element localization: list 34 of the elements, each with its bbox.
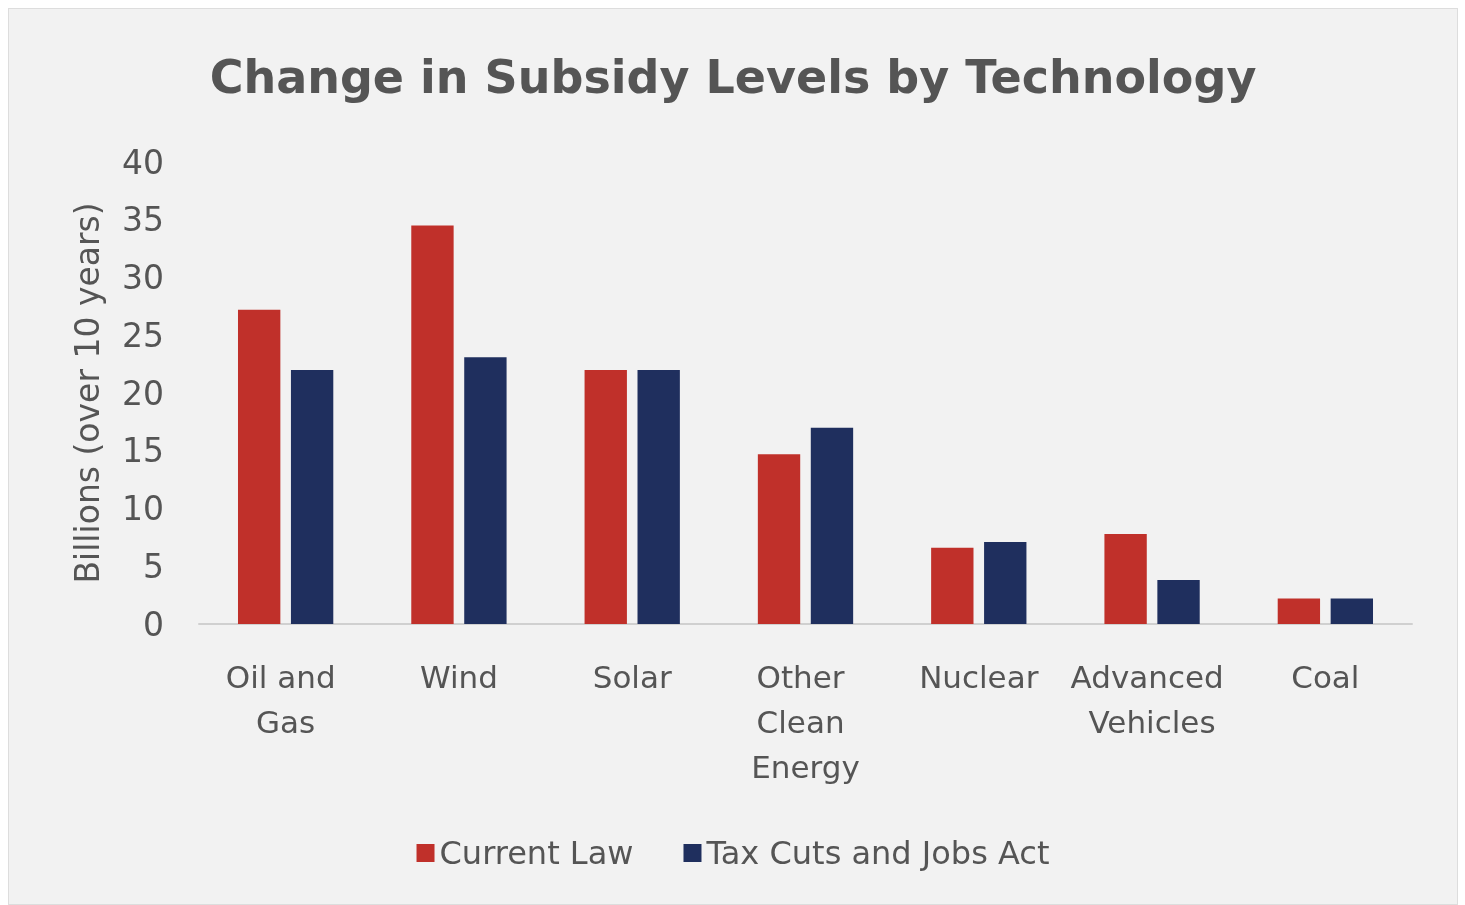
bar (1157, 580, 1200, 624)
bar (1104, 533, 1147, 624)
y-axis-title: Billions (over 10 years) (68, 202, 107, 584)
bar (1330, 598, 1374, 624)
x-tick-label: Coal (1291, 658, 1360, 695)
y-tick-label: 5 (143, 546, 164, 586)
bar (237, 309, 281, 624)
y-tick-label: 40 (122, 142, 164, 182)
x-tick-label: Nuclear (919, 658, 1039, 695)
legend-label: Tax Cuts and Jobs Act (705, 834, 1050, 872)
bar (810, 427, 854, 624)
bar (464, 357, 507, 624)
chart-title: Change in Subsidy Levels by Technology (209, 50, 1257, 104)
x-tick-label: Advanced Vehicles (1070, 658, 1234, 740)
bar (584, 369, 627, 624)
y-tick-label: 35 (122, 200, 164, 240)
legend-label: Current Law (439, 834, 634, 872)
y-tick-label: 30 (122, 258, 164, 297)
y-tick-label: 25 (122, 315, 164, 355)
y-tick-label: 20 (122, 373, 164, 413)
bar (290, 369, 334, 624)
x-tick-label: Solar (592, 658, 672, 695)
bar (637, 369, 680, 624)
x-tick-label: Wind (419, 658, 498, 695)
bar (1277, 598, 1321, 624)
y-tick-label: 0 (143, 604, 164, 644)
y-tick-label: 10 (122, 489, 164, 528)
bar (411, 225, 454, 624)
bar (757, 454, 801, 624)
bar (984, 542, 1027, 624)
x-tick-label: Other Clean Energy (751, 658, 860, 785)
x-tick-label: Oil and Gas (225, 658, 346, 740)
bar (931, 547, 974, 624)
y-tick-label: 15 (122, 431, 164, 471)
